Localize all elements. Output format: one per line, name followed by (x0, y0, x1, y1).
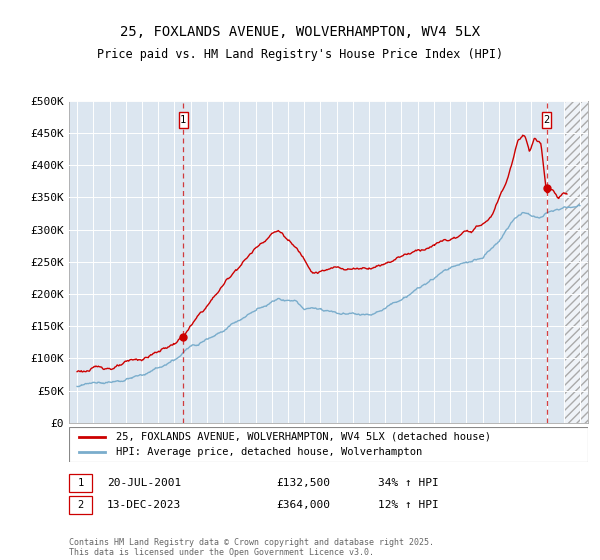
FancyBboxPatch shape (179, 112, 188, 128)
Text: 12% ↑ HPI: 12% ↑ HPI (378, 500, 439, 510)
FancyBboxPatch shape (69, 427, 588, 462)
Text: 20-JUL-2001: 20-JUL-2001 (107, 478, 181, 488)
Text: 13-DEC-2023: 13-DEC-2023 (107, 500, 181, 510)
Text: 2: 2 (544, 115, 550, 125)
Text: HPI: Average price, detached house, Wolverhampton: HPI: Average price, detached house, Wolv… (116, 447, 422, 457)
FancyBboxPatch shape (542, 112, 551, 128)
Text: £364,000: £364,000 (276, 500, 330, 510)
Text: Price paid vs. HM Land Registry's House Price Index (HPI): Price paid vs. HM Land Registry's House … (97, 48, 503, 60)
Text: 2: 2 (77, 500, 83, 510)
Text: £132,500: £132,500 (276, 478, 330, 488)
Bar (563, 101, 588, 423)
Bar (563, 101, 588, 423)
Text: 1: 1 (77, 478, 83, 488)
Text: 34% ↑ HPI: 34% ↑ HPI (378, 478, 439, 488)
Text: 25, FOXLANDS AVENUE, WOLVERHAMPTON, WV4 5LX (detached house): 25, FOXLANDS AVENUE, WOLVERHAMPTON, WV4 … (116, 432, 491, 442)
Text: Contains HM Land Registry data © Crown copyright and database right 2025.
This d: Contains HM Land Registry data © Crown c… (69, 538, 434, 557)
Text: 1: 1 (180, 115, 187, 125)
Text: 25, FOXLANDS AVENUE, WOLVERHAMPTON, WV4 5LX: 25, FOXLANDS AVENUE, WOLVERHAMPTON, WV4 … (120, 25, 480, 39)
